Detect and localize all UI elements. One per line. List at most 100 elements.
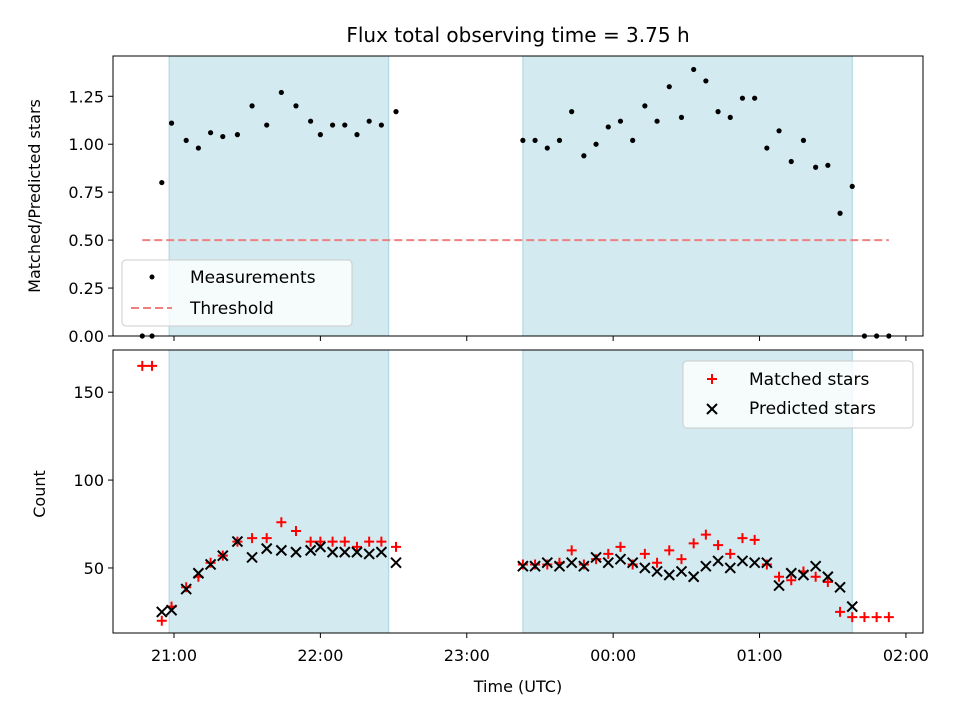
y-tick-label: 0.25 <box>68 279 104 298</box>
measurement-point <box>393 109 399 115</box>
matched-star-point <box>247 533 258 544</box>
matched-star-point <box>205 557 216 568</box>
predicted-star-point <box>590 551 602 564</box>
measurement-point <box>378 122 384 128</box>
predicted-star-point <box>339 546 351 558</box>
predicted-star-point <box>675 565 688 578</box>
matched-star-point <box>627 559 638 570</box>
y-tick-label: 150 <box>73 383 104 402</box>
x-tick-label: 02:00 <box>883 646 929 665</box>
measurement-point <box>654 118 660 124</box>
threshold-legend-label: Threshold <box>189 299 274 319</box>
predicted-star-point <box>614 553 627 565</box>
x-tick-label: 01:00 <box>736 646 782 665</box>
predicted-star-point <box>192 567 205 579</box>
matched-star-point <box>810 571 821 582</box>
predicted-star-point <box>541 556 553 569</box>
measurements-legend-marker <box>149 274 155 280</box>
measurement-point <box>249 103 255 109</box>
measurement-point <box>715 109 721 115</box>
measurement-point <box>556 137 563 143</box>
matched-star-point <box>376 536 387 547</box>
predicted-legend-label: Predicted stars <box>749 399 876 419</box>
y-tick-label: 0.75 <box>68 183 104 202</box>
predicted-star-point <box>687 571 700 583</box>
predicted-star-point <box>748 556 761 569</box>
count-y-ticks: 50 100 150 <box>73 383 113 578</box>
measurement-point <box>800 137 807 143</box>
measurement-point <box>278 89 284 96</box>
predicted-star-point <box>834 581 846 594</box>
predicted-star-point <box>363 548 375 560</box>
matched-star-point <box>737 533 748 544</box>
measurement-point <box>617 118 624 124</box>
measurement-point <box>532 137 538 143</box>
measurement-point <box>581 153 587 159</box>
matched-star-point <box>871 612 882 623</box>
measurement-point <box>776 128 782 134</box>
matched-star-point <box>517 559 528 570</box>
predicted-star-point <box>797 569 810 581</box>
matched-star-point <box>261 533 272 544</box>
matched-star-point <box>327 536 338 547</box>
matched-star-point <box>883 612 894 623</box>
count-x-ticks: 21:00 22:00 23:00 00:00 01:00 02:00 <box>151 633 929 665</box>
matched-legend-label: Matched stars <box>749 370 869 390</box>
matched-star-point <box>391 541 402 552</box>
predicted-star-point <box>529 560 541 572</box>
predicted-star-point <box>304 544 317 557</box>
measurement-point <box>764 145 770 151</box>
x-axis-label: Time (UTC) <box>473 677 562 696</box>
measurement-point <box>317 132 323 138</box>
observing-interval-band <box>522 55 853 337</box>
matched-star-point <box>664 545 675 556</box>
predicted-star-point <box>578 560 590 572</box>
predicted-star-point <box>180 583 192 595</box>
predicted-star-point <box>375 546 388 558</box>
chart-title: Flux total observing time = 3.75 h <box>346 23 689 47</box>
matched-star-point <box>786 575 797 586</box>
measurement-point <box>354 132 360 138</box>
measurement-point <box>220 133 226 140</box>
measurement-point <box>183 137 189 143</box>
predicted-star-point <box>156 606 168 618</box>
measurement-point <box>813 164 819 170</box>
measurement-point <box>666 84 672 90</box>
matched-star-point <box>566 545 577 556</box>
matched-star-point <box>835 606 846 617</box>
predicted-star-point <box>204 558 217 571</box>
predicted-star-point <box>314 541 327 553</box>
predicted-star-point <box>651 565 663 578</box>
y-tick-label: 1.25 <box>68 87 104 106</box>
matched-star-point <box>700 529 711 540</box>
predicted-star-point <box>326 546 339 558</box>
matched-star-point <box>156 615 167 626</box>
measurement-point <box>520 137 526 143</box>
measurement-point <box>605 124 611 130</box>
predicted-star-point <box>275 544 288 557</box>
measurement-point <box>159 179 165 186</box>
predicted-star-point <box>736 555 749 567</box>
count-points <box>137 360 894 626</box>
matched-star-point <box>847 612 858 623</box>
measurement-point <box>727 114 733 120</box>
predicted-star-point <box>700 560 712 572</box>
matched-star-point <box>290 526 301 537</box>
measurement-point <box>739 95 746 101</box>
matched-star-point <box>859 612 870 623</box>
measurement-point <box>703 78 709 84</box>
count-legend-box <box>682 360 914 429</box>
measurement-point <box>630 137 636 143</box>
measurement-point <box>329 122 336 128</box>
count-legend: Matched stars Predicted stars <box>682 360 914 429</box>
ratio-panel-frame <box>112 55 924 337</box>
observing-intervals <box>168 55 853 337</box>
measurement-point <box>195 145 201 151</box>
measurement-point <box>642 103 648 109</box>
matched-star-point <box>339 536 350 547</box>
matched-star-point <box>822 577 833 588</box>
predicted-star-point <box>165 604 178 616</box>
matched-star-point <box>276 517 287 528</box>
predicted-star-point <box>846 600 858 613</box>
